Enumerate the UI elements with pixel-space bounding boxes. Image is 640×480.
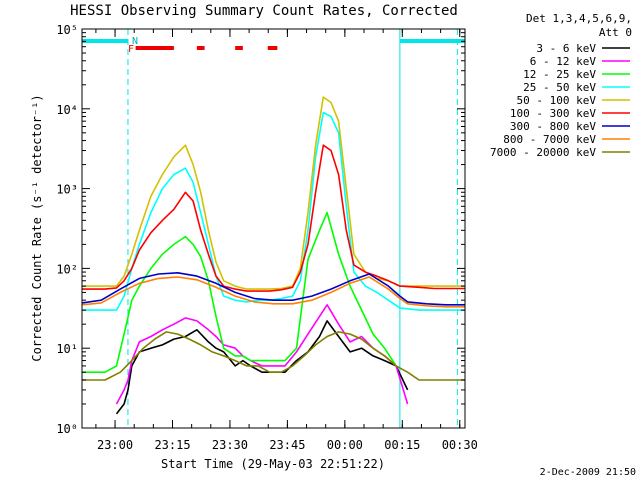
chart-title: HESSI Observing Summary Count Rates, Cor… [70,3,458,19]
x-axis-label: Start Time (29-May-03 22:51:22) [161,457,385,471]
y-tick-label: 10² [56,262,78,276]
x-tick-label: 00:00 [327,438,363,452]
y-axis-label: Corrected Count Rate (s⁻¹ detector⁻¹) [30,94,44,361]
series-line-7 [82,271,465,306]
legend-entry-label: 3 - 6 keV [536,42,596,55]
series-line-6 [82,144,465,292]
series-line-9 [82,331,465,381]
x-tick-label: 23:00 [97,438,133,452]
legend-entry-label: 50 - 100 keV [517,94,597,107]
series-line-8 [82,276,465,308]
x-tick-label: 23:15 [154,438,190,452]
plot-frame [81,28,466,429]
x-tick-label: 00:30 [442,438,478,452]
y-tick-label: 10⁰ [56,422,78,436]
flare-flag-label: F [128,44,134,55]
series-layer [82,96,465,415]
legend-entry-label: 6 - 12 keV [530,55,597,68]
y-axis: 10⁰ 10¹ 10² 10³ 10⁴ 10⁵ [56,23,465,436]
footer-date: 2-Dec-2009 21:50 [540,467,636,478]
x-tick-label: 23:30 [212,438,248,452]
observing-flags: NF [82,29,465,428]
y-tick-label: 10¹ [56,342,78,356]
x-tick-label: 23:45 [269,438,305,452]
series-line-2 [115,303,409,405]
legend-entry-label: 7000 - 20000 keV [490,146,596,159]
legend-entry-label: 300 - 800 keV [510,120,596,133]
legend-header-2: Att 0 [599,26,632,39]
legend-entry-label: 800 - 7000 keV [503,133,596,146]
legend-entry-label: 12 - 25 keV [523,68,596,81]
y-tick-label: 10⁴ [56,103,78,117]
series-line-5 [82,96,465,290]
series-line-4 [82,111,465,311]
y-tick-label: 10³ [56,183,78,197]
legend-header-1: Det 1,3,4,5,6,9, [526,12,632,25]
x-tick-label: 00:15 [384,438,420,452]
series-line-3 [82,211,397,374]
night-flag-label: N [132,36,138,47]
series-line-1 [115,320,409,415]
legend-entry-label: 100 - 300 keV [510,107,596,120]
x-axis: 23:00 23:15 23:30 23:45 00:00 00:15 00:30 [95,29,478,452]
y-tick-label: 10⁵ [56,23,78,37]
legend-entry-label: 25 - 50 keV [523,81,596,94]
